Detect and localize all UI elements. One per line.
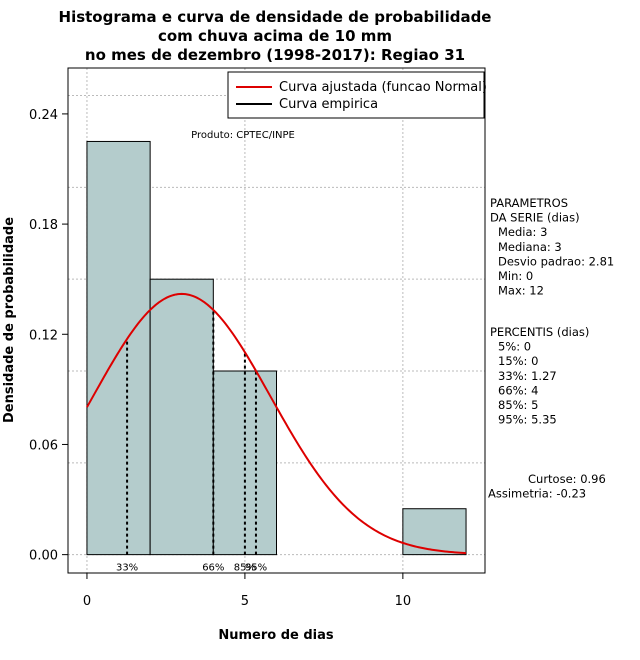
- title-line-3: no mes de dezembro (1998-2017): Regiao 3…: [85, 46, 465, 64]
- legend-fitted-label: Curva ajustada (funcao Normal): [279, 80, 487, 95]
- stat-percentis-0: PERCENTIS (dias): [490, 325, 589, 339]
- y-axis: 0.00 0.06 0.12 0.18 0.24: [29, 108, 68, 564]
- stat-shape-0: Curtose: 0.96: [528, 472, 606, 486]
- y-tick-label-4: 0.24: [29, 108, 58, 123]
- y-tick-label-2: 0.12: [29, 328, 58, 343]
- percentile-label-0: 33%: [116, 563, 138, 574]
- stat-shape-1: Assimetria: -0.23: [488, 487, 586, 501]
- percentile-label-3: 95%: [245, 563, 267, 574]
- stat-parametros-4: Desvio padrao: 2.81: [498, 254, 614, 268]
- plot-frame: [67, 67, 486, 574]
- stat-parametros-1: DA SERIE (dias): [490, 211, 580, 225]
- y-tick-label-1: 0.06: [29, 438, 58, 453]
- stat-percentis-1: 5%: 0: [498, 340, 531, 354]
- histogram-bar-0: [86, 140, 151, 556]
- histogram-bar-5: [402, 508, 467, 556]
- histogram-bar-1: [149, 278, 214, 556]
- product-label: Produto: CPTEC/INPE: [191, 130, 295, 141]
- y-tick-label-3: 0.18: [29, 218, 58, 233]
- percentile-lines: 33% 66% 85%95%: [116, 309, 267, 574]
- x-axis-label: Numero de dias: [218, 628, 334, 643]
- y-axis-label: Densidade de probabilidade: [2, 217, 17, 423]
- stat-parametros-0: PARAMETROS: [490, 196, 568, 210]
- legend-box: [227, 71, 485, 119]
- stat-percentis-4: 66%: 4: [498, 383, 538, 397]
- x-tick-label-0: 0: [83, 594, 91, 609]
- fitted-normal-curve: [86, 292, 467, 555]
- stat-parametros-6: Max: 12: [498, 284, 544, 298]
- stat-percentis-3: 33%: 1.27: [498, 369, 557, 383]
- title-line-1: Histograma e curva de densidade de proba…: [59, 8, 492, 26]
- legend-empirical-label: Curva empirica: [279, 97, 378, 112]
- x-axis: 0 5 10: [83, 573, 411, 609]
- percentile-label-1: 66%: [202, 563, 224, 574]
- stat-parametros-5: Min: 0: [498, 269, 533, 283]
- x-tick-label-2: 10: [395, 594, 412, 609]
- legend: Curva ajustada (funcao Normal) Curva emp…: [227, 71, 487, 119]
- histogram-bars: [86, 140, 467, 556]
- percentile-label-2: 85%: [234, 563, 256, 574]
- stat-percentis-2: 15%: 0: [498, 354, 538, 368]
- y-tick-label-0: 0.00: [29, 549, 58, 564]
- stat-parametros-2: Media: 3: [498, 225, 547, 239]
- stat-percentis-5: 85%: 5: [498, 398, 538, 412]
- title-line-2: com chuva acima de 10 mm: [158, 27, 392, 45]
- stat-percentis-6: 95%: 5.35: [498, 413, 557, 427]
- stat-parametros-3: Mediana: 3: [498, 240, 562, 254]
- x-tick-label-1: 5: [241, 594, 249, 609]
- chart-title: Histograma e curva de densidade de proba…: [59, 8, 492, 64]
